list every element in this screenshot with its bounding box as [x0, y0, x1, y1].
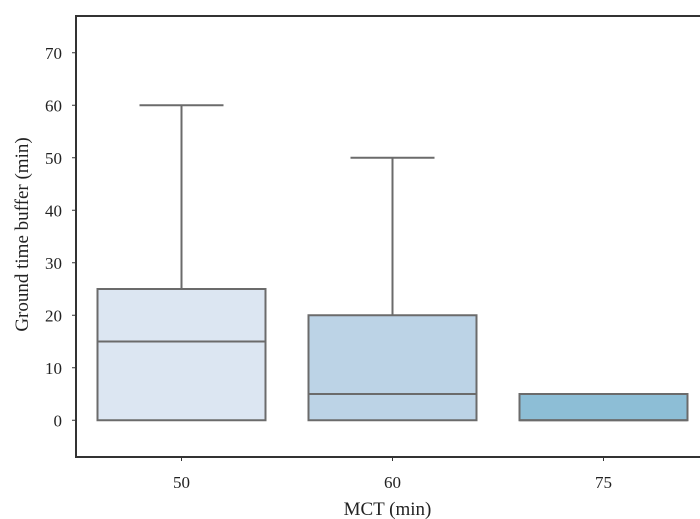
y-axis-label: Ground time buffer (min): [12, 137, 33, 331]
box-75: [518, 393, 689, 422]
ticks-layer: 0 10 20 30 40 50 60 70 50 60 75: [45, 44, 612, 492]
box-iqr: [307, 314, 478, 422]
plot-frame: [75, 15, 700, 458]
y-tick-label: 10: [45, 359, 62, 378]
y-tick-label: 60: [45, 96, 62, 115]
y-tick-label: 30: [45, 254, 62, 273]
y-tick-label: 50: [45, 149, 62, 168]
x-tick-label: 50: [173, 473, 190, 492]
y-tick-label: 40: [45, 201, 62, 220]
boxes-layer: [96, 104, 689, 422]
y-tick-label: 20: [45, 306, 62, 325]
y-tick-label: 0: [54, 411, 63, 430]
x-tick-label: 60: [384, 473, 401, 492]
box-iqr: [518, 393, 689, 422]
x-axis-label: MCT (min): [344, 499, 432, 519]
box-60: [307, 156, 478, 422]
y-tick-label: 70: [45, 44, 62, 63]
box-50: [96, 104, 267, 422]
x-tick-label: 75: [595, 473, 612, 492]
box-iqr: [96, 288, 267, 422]
